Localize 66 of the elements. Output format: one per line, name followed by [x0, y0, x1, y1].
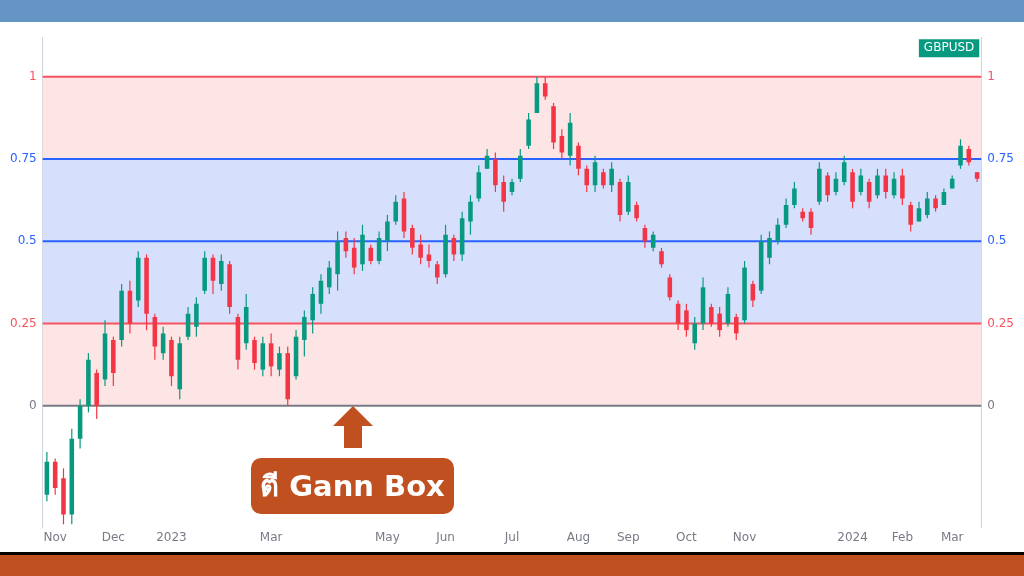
y-tick-label: 0.75 [10, 151, 37, 166]
candlestick [410, 224, 415, 256]
x-tick-label: Jul [503, 529, 520, 544]
candlestick [908, 201, 913, 232]
x-tick-label: Dec [101, 529, 125, 544]
candlestick [958, 138, 963, 170]
candlestick [883, 168, 889, 200]
candlestick [733, 313, 739, 341]
candlestick [518, 148, 523, 183]
candlestick [925, 191, 930, 219]
candlestick [542, 76, 548, 101]
candlestick [692, 316, 698, 351]
y2-tick-label: 0.75 [987, 151, 1014, 166]
x-tick-label: Nov [732, 529, 757, 544]
candlestick [434, 260, 440, 285]
candlestick [750, 280, 756, 308]
y-tick-label: 0.25 [10, 315, 37, 330]
y2-tick-label: 0.25 [987, 315, 1014, 330]
candlestick [584, 164, 590, 193]
y2-tick-label: 0.5 [987, 233, 1007, 248]
candlestick [684, 303, 689, 338]
candlestick [916, 201, 922, 223]
candlestick [194, 296, 199, 338]
y-tick-label: 1 [29, 68, 37, 83]
annotation: ตี Gann Box [251, 457, 454, 514]
y2-tick-label: 0 [987, 397, 995, 412]
candlestick [634, 201, 639, 223]
candlestick [302, 309, 307, 358]
candlestick [418, 234, 423, 265]
x-tick-label: Mar [940, 529, 964, 544]
candlestick [717, 306, 722, 338]
x-tick-label: May [375, 529, 400, 544]
x-tick-label: Sep [616, 529, 640, 544]
candlestick [252, 336, 257, 371]
x-tick-label: Oct [676, 529, 698, 544]
x-tick-label: Aug [566, 529, 591, 544]
candlestick [659, 247, 664, 269]
candlestick [825, 171, 830, 203]
candlestick [385, 214, 390, 252]
candlestick [767, 230, 772, 265]
candlestick [326, 260, 332, 295]
y2-tick-label: 1 [987, 68, 995, 83]
candlestick [468, 194, 473, 236]
x-tick-label: Nov [43, 529, 67, 544]
candlestick [393, 194, 398, 226]
y-tick-label: 0 [29, 397, 37, 412]
candlestick [576, 141, 581, 177]
y-tick-label: 0.5 [17, 233, 37, 248]
candlestick [858, 168, 864, 196]
candlestick [792, 181, 797, 209]
candlestick [426, 243, 432, 269]
candlestick [900, 168, 905, 206]
candlestick [709, 303, 714, 328]
candlestick [841, 155, 847, 186]
text: GBPUSD [923, 40, 975, 55]
candlestick [277, 345, 282, 377]
x-tick-label: Mar [259, 529, 283, 544]
x-tick-label: 2024 [837, 529, 868, 544]
x-tick-label: Feb [891, 529, 913, 544]
candlestick [875, 168, 880, 200]
x-tick-label: Jun [435, 529, 455, 544]
candlestick [219, 253, 224, 292]
candlestick [609, 161, 614, 193]
candlestick [601, 168, 606, 190]
candlestick [501, 174, 506, 213]
x-tick-label: 2023 [156, 529, 187, 544]
